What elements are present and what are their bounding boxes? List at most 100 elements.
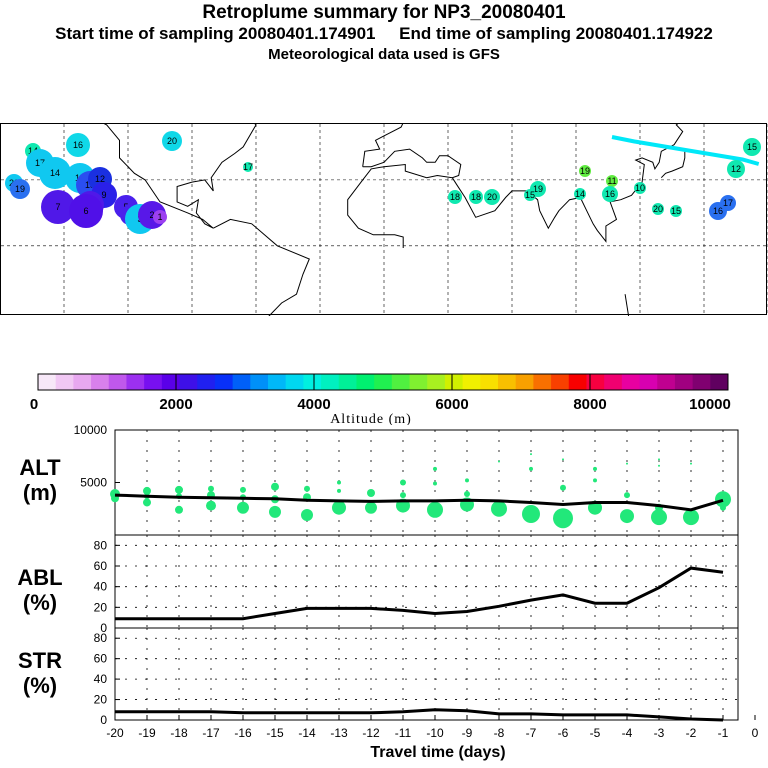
colorbar-cell xyxy=(126,374,145,390)
plume-marker-label: 20 xyxy=(653,204,663,214)
plume-marker-label: 20 xyxy=(487,192,497,202)
x-tick-label: -10 xyxy=(426,726,444,740)
continent-outline xyxy=(451,123,733,243)
plume-marker-label: 14 xyxy=(50,168,60,178)
altitude-point xyxy=(400,479,406,486)
x-tick-label: -20 xyxy=(106,726,124,740)
plume-marker: 15 xyxy=(743,138,761,156)
plume-marker-dot xyxy=(243,162,253,172)
plume-marker: 17 xyxy=(243,162,253,172)
y-tick-label: 0 xyxy=(100,713,107,727)
plume-marker-label: 15 xyxy=(525,190,535,200)
altitude-point xyxy=(530,453,532,456)
plume-marker-dot xyxy=(634,182,646,194)
colorbar-cell xyxy=(374,374,393,390)
colorbar-tick-label: 4000 xyxy=(297,396,330,413)
colorbar-cell xyxy=(480,374,499,390)
colorbar-cell xyxy=(321,374,340,390)
altitude-point xyxy=(720,504,726,511)
colorbar-cell xyxy=(498,374,517,390)
plume-marker-label: 16 xyxy=(605,189,615,199)
plume-marker-dot xyxy=(10,179,30,199)
x-tick-label: -1 xyxy=(718,726,729,740)
altitude-point xyxy=(553,508,573,529)
colorbar-cell xyxy=(391,374,411,390)
colorbar-cell xyxy=(144,374,163,390)
plume-marker-label: 19 xyxy=(533,184,543,194)
abl-label-text: ABL (%) xyxy=(17,565,63,615)
plume-marker: 10 xyxy=(634,182,646,194)
plume-marker-label: 19 xyxy=(580,166,590,176)
altitude-point xyxy=(715,491,731,508)
plume-marker: 18 xyxy=(448,190,462,204)
plume-marker-label: 18 xyxy=(471,192,481,202)
continent-outline xyxy=(347,148,462,248)
plume-marker: 15 xyxy=(524,189,536,201)
map-frame xyxy=(0,123,767,315)
plume-marker-dot xyxy=(670,205,682,217)
altitude-point xyxy=(498,460,500,463)
plume-marker-label: 16 xyxy=(73,140,83,150)
str-line xyxy=(115,708,724,722)
x-tick-label: -9 xyxy=(462,726,473,740)
colorbar-cell xyxy=(338,374,357,390)
colorbar-cell xyxy=(621,374,641,390)
plot-title: Retroplume summary for NP3_20080401 xyxy=(202,2,566,23)
y-tick-label: 40 xyxy=(94,672,108,686)
y-tick-label: 0 xyxy=(100,621,107,635)
x-tick-label: -11 xyxy=(395,726,412,740)
y-tick-label: 20 xyxy=(94,693,108,707)
colorbar-cell xyxy=(250,374,269,390)
retroplume-map: 1620141719201818151419111610201515121617… xyxy=(0,123,768,316)
y-tick-label: 80 xyxy=(94,631,108,645)
plume-marker: 20 xyxy=(652,203,664,215)
colorbar-cells xyxy=(38,374,729,390)
plume-marker-dot xyxy=(448,190,462,204)
y-tick-label: 20 xyxy=(94,600,108,614)
plume-marker: 19 xyxy=(579,165,591,177)
x-tick-label: -7 xyxy=(526,726,537,740)
abl-panel: 0 20 40 60 80 xyxy=(94,534,739,635)
sampling-times: Start time of sampling 20080401.174901 E… xyxy=(55,24,713,43)
colorbar-cell xyxy=(303,374,322,390)
x-tick-label: -16 xyxy=(234,726,252,740)
plume-marker-dot xyxy=(41,190,75,224)
abl-panel-label: ABL (%) xyxy=(0,565,80,615)
colorbar-cell xyxy=(692,374,711,390)
altitude-point xyxy=(593,466,597,471)
plume-marker-label: 12 xyxy=(731,164,741,174)
colorbar-cell xyxy=(179,374,198,390)
altitude-point xyxy=(337,488,341,493)
altitude-point xyxy=(304,485,310,492)
plume-marker-label: 11 xyxy=(607,176,616,186)
colorbar-ticks: 0 2000 4000 6000 8000 10000 xyxy=(30,374,731,413)
x-tick-label: -2 xyxy=(686,726,697,740)
colorbar-tick-label: 2000 xyxy=(159,396,192,413)
plume-marker-dot xyxy=(743,138,761,156)
colorbar-cell xyxy=(639,374,658,390)
plume-marker-dot xyxy=(720,195,736,211)
plume-marker-label: 17 xyxy=(35,158,45,168)
plume-marker: 15 xyxy=(670,205,682,217)
str-label-text: STR (%) xyxy=(18,648,62,698)
plume-marker: 18 xyxy=(469,190,483,204)
altitude-point xyxy=(562,458,564,461)
colorbar-cell xyxy=(427,374,446,390)
plume-marker-dot xyxy=(162,131,182,151)
plume-marker: 20 xyxy=(484,189,500,205)
plume-marker-label: 20 xyxy=(167,136,177,146)
y-tick-label: 10000 xyxy=(74,425,108,437)
colorbar-title: Altitude (m) xyxy=(330,412,412,425)
alt-panel-label: ALT (m) xyxy=(0,455,80,505)
altitude-point xyxy=(365,501,377,514)
plume-marker-label: 12 xyxy=(95,174,105,184)
x-axis-title: Travel time (days) xyxy=(370,744,505,761)
plume-marker-label: 6 xyxy=(83,206,88,216)
altitude-point xyxy=(560,484,566,491)
colorbar-cell xyxy=(604,374,623,390)
colorbar-cell xyxy=(356,374,375,390)
colorbar-cell xyxy=(214,374,234,390)
y-tick-label: 60 xyxy=(94,559,108,573)
trajectory-track xyxy=(611,135,760,166)
